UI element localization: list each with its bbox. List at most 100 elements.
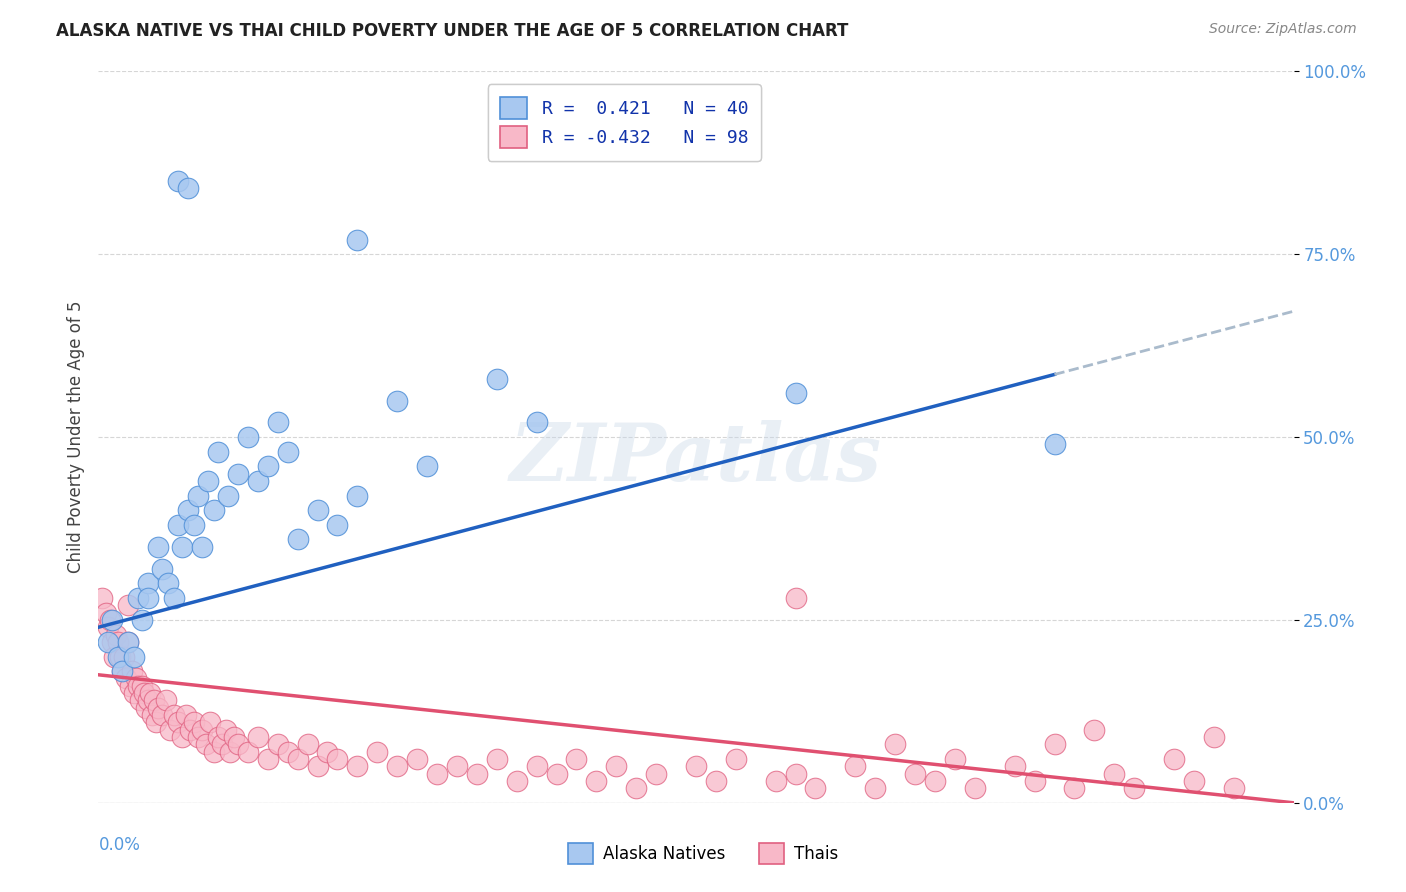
Point — [172, 540, 194, 554]
Point — [215, 723, 238, 737]
Point — [1043, 737, 1066, 751]
Point — [107, 635, 129, 649]
Point — [202, 503, 225, 517]
Point — [150, 562, 173, 576]
Point — [267, 416, 290, 430]
Point — [246, 730, 269, 744]
Point — [844, 759, 866, 773]
Point — [207, 730, 229, 744]
Point — [167, 715, 190, 730]
Point — [267, 737, 290, 751]
Point — [127, 591, 149, 605]
Point — [125, 672, 148, 686]
Point — [101, 613, 124, 627]
Point — [1123, 781, 1146, 796]
Point — [150, 708, 173, 723]
Point — [605, 759, 627, 773]
Point — [97, 620, 120, 634]
Point — [277, 444, 299, 458]
Point — [163, 708, 186, 723]
Point — [565, 752, 588, 766]
Point — [884, 737, 907, 751]
Point — [148, 700, 170, 714]
Point — [179, 723, 201, 737]
Point — [277, 745, 299, 759]
Point — [148, 540, 170, 554]
Point — [211, 737, 233, 751]
Point — [645, 766, 668, 780]
Point — [195, 737, 218, 751]
Point — [704, 773, 727, 788]
Point — [103, 649, 125, 664]
Point — [366, 745, 388, 759]
Point — [120, 679, 142, 693]
Point — [346, 489, 368, 503]
Point — [316, 745, 339, 759]
Point — [124, 686, 146, 700]
Point — [1083, 723, 1105, 737]
Point — [111, 664, 134, 678]
Point — [219, 745, 242, 759]
Point — [145, 715, 167, 730]
Point — [765, 773, 787, 788]
Point — [685, 759, 707, 773]
Point — [117, 635, 139, 649]
Point — [115, 672, 138, 686]
Point — [526, 759, 548, 773]
Point — [222, 730, 245, 744]
Point — [207, 444, 229, 458]
Point — [187, 489, 209, 503]
Point — [346, 233, 368, 247]
Point — [117, 635, 139, 649]
Point — [136, 693, 159, 707]
Point — [416, 459, 439, 474]
Point — [485, 371, 508, 385]
Point — [785, 591, 807, 605]
Point — [1104, 766, 1126, 780]
Point — [307, 759, 329, 773]
Point — [117, 599, 139, 613]
Point — [131, 679, 153, 693]
Point — [865, 781, 887, 796]
Point — [1063, 781, 1085, 796]
Point — [1202, 730, 1225, 744]
Point — [105, 627, 128, 641]
Point — [724, 752, 747, 766]
Point — [326, 517, 349, 532]
Point — [172, 730, 194, 744]
Point — [385, 759, 409, 773]
Point — [183, 715, 205, 730]
Point — [1004, 759, 1026, 773]
Point — [187, 730, 209, 744]
Point — [943, 752, 966, 766]
Point — [139, 686, 162, 700]
Point — [307, 503, 329, 517]
Point — [136, 576, 159, 591]
Point — [107, 649, 129, 664]
Point — [256, 459, 278, 474]
Point — [546, 766, 568, 780]
Text: 0.0%: 0.0% — [98, 836, 141, 854]
Point — [465, 766, 488, 780]
Point — [1043, 437, 1066, 451]
Point — [111, 664, 134, 678]
Point — [924, 773, 946, 788]
Point — [141, 708, 163, 723]
Point — [191, 540, 214, 554]
Point — [785, 386, 807, 401]
Text: ALASKA NATIVE VS THAI CHILD POVERTY UNDER THE AGE OF 5 CORRELATION CHART: ALASKA NATIVE VS THAI CHILD POVERTY UNDE… — [56, 22, 849, 40]
Point — [804, 781, 827, 796]
Point — [134, 686, 156, 700]
Point — [121, 664, 143, 678]
Point — [226, 467, 249, 481]
Point — [177, 503, 200, 517]
Point — [135, 700, 157, 714]
Point — [785, 766, 807, 780]
Point — [183, 517, 205, 532]
Point — [963, 781, 986, 796]
Point — [346, 759, 368, 773]
Point — [326, 752, 349, 766]
Point — [131, 613, 153, 627]
Point — [96, 606, 118, 620]
Point — [202, 745, 225, 759]
